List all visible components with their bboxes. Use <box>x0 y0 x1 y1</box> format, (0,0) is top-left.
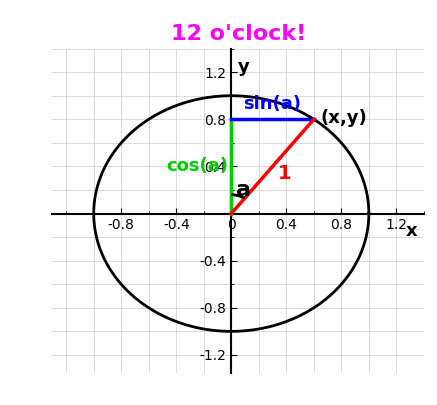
Text: x: x <box>406 222 417 240</box>
Text: a: a <box>236 180 251 200</box>
Title: 12 o'clock!: 12 o'clock! <box>170 24 306 44</box>
Text: sin(a): sin(a) <box>243 96 302 113</box>
Text: y: y <box>238 58 250 76</box>
Text: cos(a): cos(a) <box>166 158 228 175</box>
Text: (x,y): (x,y) <box>321 109 368 127</box>
Text: 1: 1 <box>278 164 292 183</box>
